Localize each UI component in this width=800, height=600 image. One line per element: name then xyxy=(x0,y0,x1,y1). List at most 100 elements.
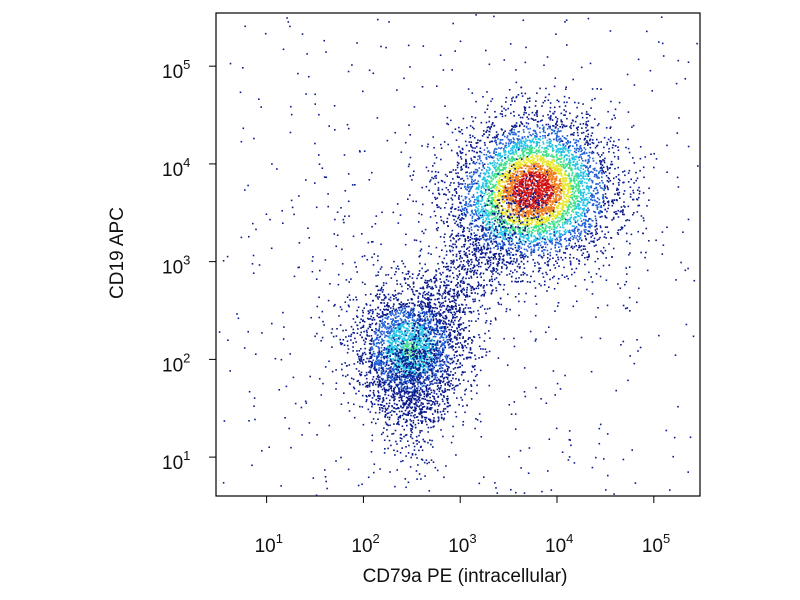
event-dot xyxy=(606,226,609,228)
event-dot xyxy=(568,242,571,245)
event-dot xyxy=(558,246,560,248)
event-dot xyxy=(551,119,554,121)
event-dot xyxy=(556,136,558,138)
event-dot xyxy=(558,232,561,234)
event-dot xyxy=(593,187,596,190)
event-dot xyxy=(550,215,553,218)
event-dot xyxy=(534,262,536,264)
event-dot xyxy=(560,215,563,217)
event-dot xyxy=(516,192,518,195)
event-dot xyxy=(528,152,531,155)
event-dot xyxy=(579,237,582,239)
event-dot xyxy=(534,185,537,187)
event-dot xyxy=(586,256,588,258)
event-dot xyxy=(527,194,530,197)
event-dot xyxy=(557,130,560,132)
event-dot xyxy=(500,192,502,195)
event-dot xyxy=(505,174,507,176)
event-dot xyxy=(421,230,423,233)
event-dot xyxy=(582,252,585,255)
event-dot xyxy=(519,145,521,147)
event-dot xyxy=(533,198,536,201)
event-dot xyxy=(450,245,453,248)
event-dot xyxy=(551,129,554,132)
event-dot xyxy=(435,228,438,230)
event-dot xyxy=(501,219,503,222)
event-dot xyxy=(570,233,572,236)
event-dot xyxy=(533,183,536,185)
event-dot xyxy=(617,188,620,191)
event-dot xyxy=(545,181,548,183)
event-dot xyxy=(604,216,607,218)
event-dot xyxy=(524,219,526,221)
event-dot xyxy=(519,116,522,119)
event-dot xyxy=(488,237,491,239)
event-dot xyxy=(528,146,531,148)
event-dot xyxy=(455,172,457,175)
event-dot xyxy=(491,122,494,124)
event-dot xyxy=(543,249,545,251)
event-dot xyxy=(605,257,607,259)
event-dot xyxy=(508,204,510,207)
event-dot xyxy=(510,130,513,132)
event-dot xyxy=(564,174,566,177)
event-dot xyxy=(488,172,490,175)
event-dot xyxy=(576,235,579,237)
event-dot xyxy=(584,175,586,177)
event-dot xyxy=(578,184,581,187)
event-dot xyxy=(560,139,563,142)
event-dot xyxy=(572,180,574,182)
event-dot xyxy=(553,190,556,193)
event-dot xyxy=(555,175,558,178)
event-dot xyxy=(571,169,573,171)
event-dot xyxy=(587,159,590,162)
event-dot xyxy=(454,188,456,190)
event-dot xyxy=(544,136,547,139)
event-dot xyxy=(509,186,512,189)
event-dot xyxy=(542,236,544,238)
event-dot xyxy=(574,216,577,219)
event-dot xyxy=(508,132,510,134)
event-dot xyxy=(516,179,519,181)
event-dot xyxy=(553,275,555,278)
event-dot xyxy=(552,223,554,225)
event-dot xyxy=(569,260,572,263)
event-dot xyxy=(515,200,517,202)
event-dot xyxy=(502,201,505,204)
event-dot xyxy=(538,211,540,213)
event-dot xyxy=(573,271,576,274)
event-dot xyxy=(483,153,485,156)
event-dot xyxy=(617,146,619,148)
event-dot xyxy=(472,241,475,243)
event-dot xyxy=(567,150,570,153)
event-dot xyxy=(607,200,610,202)
event-dot xyxy=(528,230,531,232)
event-dot xyxy=(548,222,551,225)
event-dot xyxy=(404,243,407,246)
event-dot xyxy=(562,205,565,207)
event-dot xyxy=(528,246,530,249)
event-dot xyxy=(633,212,635,214)
event-dot xyxy=(510,193,512,195)
event-dot xyxy=(582,204,584,206)
event-dot xyxy=(516,203,518,206)
event-dot xyxy=(519,207,521,210)
event-dot xyxy=(570,133,572,136)
event-dot xyxy=(581,116,584,119)
event-dot xyxy=(501,180,504,182)
event-dot xyxy=(461,168,463,171)
event-dot xyxy=(570,202,572,204)
event-dot xyxy=(574,219,576,222)
event-dot xyxy=(509,232,511,234)
event-dot xyxy=(524,223,526,226)
event-dot xyxy=(526,144,528,147)
event-dot xyxy=(547,219,550,221)
event-dot xyxy=(553,189,555,192)
event-dot xyxy=(544,179,547,181)
event-dot xyxy=(526,116,528,118)
event-dot xyxy=(594,217,597,220)
event-dot xyxy=(486,175,489,178)
event-dot xyxy=(549,138,551,141)
event-dot xyxy=(488,167,491,169)
event-dot xyxy=(580,199,583,201)
